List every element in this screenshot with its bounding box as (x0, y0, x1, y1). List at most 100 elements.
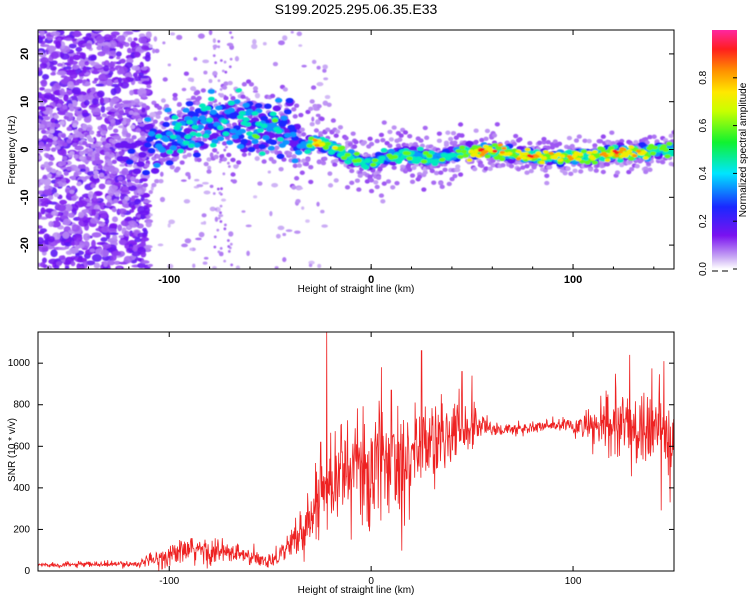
spectrogram-x-axis-label: Height of straight line (km) (298, 284, 415, 295)
spectrogram-cell (57, 62, 63, 67)
spectrogram-cell (223, 227, 227, 231)
spectrogram-cell (332, 145, 338, 150)
spectrogram-cell (242, 102, 250, 108)
spectrogram-cell (320, 160, 327, 166)
spectrogram-cell (219, 204, 223, 208)
spectrogram-cell (68, 247, 79, 254)
spectrogram-cell (118, 151, 124, 156)
spectrogram-cell (203, 190, 211, 195)
spectrogram-cell (116, 266, 122, 269)
spectrogram-cell (322, 156, 328, 161)
spectrogram-cell (132, 245, 138, 252)
spectrogram-cell (376, 175, 382, 181)
spectrogram-cell (64, 37, 73, 41)
spectrogram-cell (407, 134, 413, 139)
spectrogram-cell (103, 60, 110, 67)
spectrogram-cell (103, 65, 110, 72)
spectrogram-cell (315, 113, 321, 117)
spectrogram-cell (231, 134, 239, 140)
spectrogram-cell (294, 230, 301, 234)
spectrogram-cell (460, 149, 468, 154)
spectrogram-cell (44, 94, 51, 99)
spectrogram-cell (55, 176, 64, 180)
spectrogram-cell (559, 154, 566, 158)
spectrogram-cell (218, 160, 222, 164)
spectrogram-cell (128, 138, 134, 143)
spectrogram-cell (424, 135, 430, 140)
spectrogram-cell (147, 263, 153, 268)
spectrogram-cell (289, 128, 298, 134)
spectrogram-cell (311, 59, 317, 64)
spectrogram-cell (170, 151, 180, 158)
spectrogram-cell (356, 187, 362, 192)
spectrogram-cell (333, 158, 339, 163)
spectrogram-cell (368, 178, 375, 183)
spectrogram-cell (446, 181, 452, 187)
spectrogram-cell (100, 213, 108, 219)
spectrogram-cell (121, 180, 127, 185)
spectrogram-cell (60, 53, 70, 60)
spectrogram-cell (46, 45, 57, 52)
spectrogram-cell (238, 128, 247, 134)
spectrogram-cell (557, 158, 564, 162)
spectrogram-cell (175, 122, 183, 128)
spectrogram-cell (213, 245, 217, 249)
spectrogram-cell (195, 132, 203, 138)
spectrogram-cell (626, 149, 633, 154)
spectrogram-y-tick-label: -20 (19, 237, 31, 253)
spectrogram-cell (213, 235, 217, 239)
spectrogram-cell (316, 81, 324, 87)
spectrogram-cell (218, 102, 222, 105)
spectrogram-cell (613, 154, 620, 158)
spectrogram-cell (62, 105, 68, 110)
spectrogram-cell (335, 129, 341, 134)
spectrogram-cell (439, 157, 446, 162)
spectrogram-cell (86, 126, 92, 132)
spectrogram-cell (218, 191, 222, 195)
colorbar-ticks: 0.0 0.2 0.4 0.6 0.8 (698, 70, 737, 276)
spectrogram-cell (140, 240, 146, 248)
spectrogram-cell (50, 168, 57, 174)
spectrogram-cell (119, 185, 130, 193)
spectrogram-cell (633, 140, 639, 145)
spectrogram-cell (569, 143, 575, 149)
spectrogram-cell (94, 156, 100, 161)
spectrogram-cell (233, 99, 241, 105)
spectrogram-cell (473, 139, 479, 145)
spectrogram-cell (69, 107, 75, 112)
spectrogram-cell (443, 142, 450, 148)
spectrogram-cell (136, 161, 145, 168)
spectrogram-cell (131, 205, 136, 211)
spectrogram-cell (308, 165, 314, 170)
snr-y-tick-label: 200 (13, 524, 30, 535)
spectrogram-cell (82, 112, 90, 117)
spectrogram-cell (66, 126, 72, 132)
spectrogram-cell (542, 149, 549, 154)
spectrogram-cell (409, 179, 416, 185)
spectrogram-cell (94, 152, 100, 158)
spectrogram-cell (187, 143, 195, 149)
spectrogram-cell (158, 178, 164, 184)
spectrogram-cell (380, 138, 386, 143)
spectrogram-cell (73, 234, 83, 243)
spectrogram-cell (643, 166, 649, 171)
spectrogram-cell (42, 174, 48, 180)
spectrogram-cell (96, 45, 103, 51)
spectrogram-cell (50, 249, 58, 258)
spectrogram-cell (166, 149, 174, 155)
spectrogram-cell (200, 109, 209, 116)
spectrogram-cell (438, 181, 444, 186)
spectrogram-cell (103, 261, 108, 268)
spectrogram-cell (77, 127, 83, 133)
spectrogram-cell (117, 114, 123, 119)
spectrogram-cell (39, 87, 45, 91)
spectrogram-cell (90, 87, 96, 92)
spectrogram-cell (40, 79, 48, 87)
spectrogram-cell (357, 173, 363, 178)
spectrogram-cell (46, 167, 52, 173)
spectrogram-cell (43, 161, 50, 166)
colorbar: 0.0 0.2 0.4 0.6 0.8 Normalized spectral ampl… (698, 30, 749, 276)
spectrogram-cell (409, 173, 416, 178)
spectrogram-cell (316, 201, 320, 207)
